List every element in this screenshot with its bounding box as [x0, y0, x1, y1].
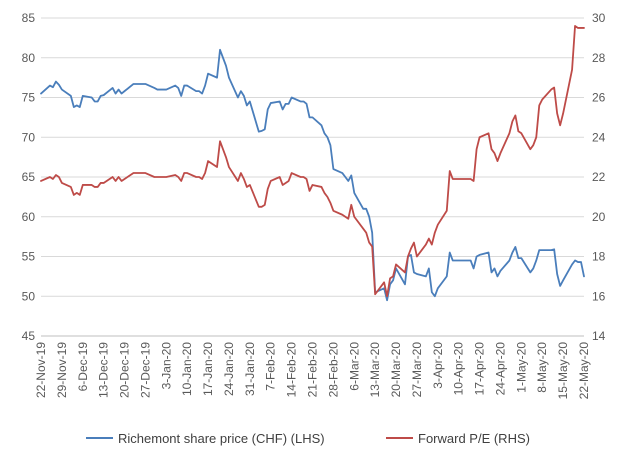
left-tick-label: 50 [22, 289, 36, 303]
right-tick-label: 18 [592, 250, 606, 264]
x-tick-label: 7-Feb-20 [264, 342, 278, 391]
x-tick-label: 15-May-20 [556, 342, 570, 400]
x-tick-label: 21-Feb-20 [306, 342, 320, 398]
right-tick-label: 30 [592, 11, 606, 25]
left-tick-label: 75 [22, 91, 36, 105]
right-tick-label: 14 [592, 329, 606, 343]
x-tick-label: 10-Apr-20 [452, 342, 466, 396]
right-tick-label: 16 [592, 289, 606, 303]
right-axis: 14 16 18 20 22 24 26 28 30 [592, 11, 606, 343]
x-tick-label: 14-Feb-20 [285, 342, 299, 398]
x-tick-label: 17-Jan-20 [201, 342, 215, 396]
x-tick-label: 28-Feb-20 [326, 342, 340, 398]
x-tick-label: 6-Mar-20 [347, 342, 361, 391]
left-tick-label: 60 [22, 210, 36, 224]
x-axis: 22-Nov-19 29-Nov-19 6-Dec-19 13-Dec-19 20-De… [34, 335, 591, 400]
x-tick-label: 31-Jan-20 [243, 342, 257, 396]
series-line-share-price [40, 48, 585, 302]
x-tick-label: 1-May-20 [514, 342, 528, 393]
x-tick-label: 29-Nov-19 [55, 342, 69, 398]
x-tick-label: 3-Jan-20 [159, 342, 173, 390]
right-tick-label: 22 [592, 170, 606, 184]
series-layer [40, 25, 585, 302]
x-tick-label: 22-Nov-19 [34, 342, 48, 398]
x-tick-label: 20-Mar-20 [389, 342, 403, 398]
right-tick-label: 26 [592, 91, 606, 105]
x-tick-label: 24-Apr-20 [493, 342, 507, 396]
x-tick-label: 27-Mar-20 [410, 342, 424, 398]
x-tick-label: 27-Dec-19 [138, 342, 152, 398]
series-line-forward-pe [40, 25, 585, 298]
x-tick-label: 20-Dec-19 [118, 342, 132, 398]
x-tick-label: 13-Mar-20 [368, 342, 382, 398]
left-tick-label: 80 [22, 51, 36, 65]
x-tick-label: 13-Dec-19 [97, 342, 111, 398]
x-tick-label: 8-May-20 [535, 342, 549, 393]
left-tick-label: 55 [22, 250, 36, 264]
right-tick-label: 24 [592, 130, 606, 144]
x-tick-label: 6-Dec-19 [76, 342, 90, 392]
gridlines [41, 17, 584, 337]
x-tick-label: 3-Apr-20 [431, 342, 445, 389]
legend-label-share-price: Richemont share price (CHF) (LHS) [118, 431, 325, 446]
legend: Richemont share price (CHF) (LHS) Forwar… [86, 431, 530, 446]
left-tick-label: 45 [22, 329, 36, 343]
right-tick-label: 28 [592, 51, 606, 65]
right-tick-label: 20 [592, 210, 606, 224]
x-tick-label: 10-Jan-20 [180, 342, 194, 396]
left-axis: 45 50 55 60 65 70 75 80 85 [22, 11, 36, 343]
x-tick-label: 17-Apr-20 [473, 342, 487, 396]
x-tick-label: 24-Jan-20 [222, 342, 236, 396]
left-tick-label: 85 [22, 11, 36, 25]
left-tick-label: 65 [22, 170, 36, 184]
x-tick-label: 22-May-20 [577, 342, 591, 400]
legend-label-forward-pe: Forward P/E (RHS) [418, 431, 530, 446]
left-tick-label: 70 [22, 130, 36, 144]
